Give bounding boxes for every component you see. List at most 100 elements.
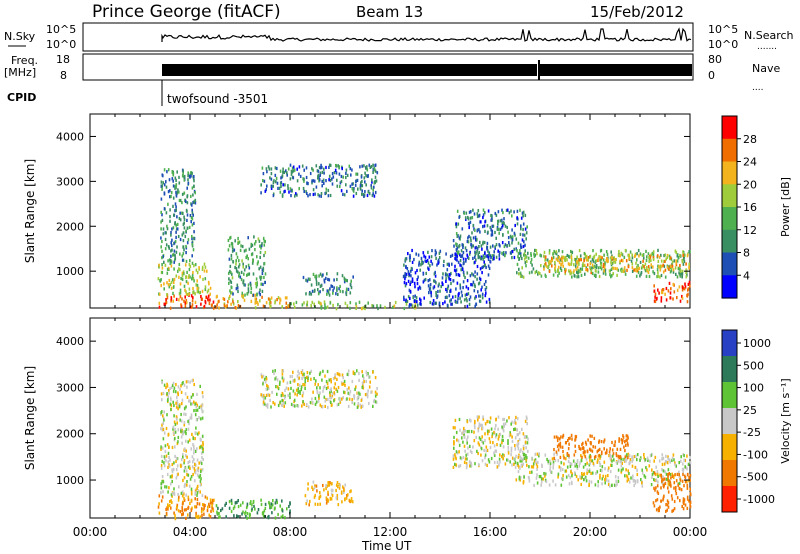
data-cell <box>196 458 199 462</box>
data-cell <box>350 286 353 290</box>
data-cell <box>182 231 185 235</box>
data-cell <box>274 377 276 381</box>
data-cell <box>207 294 210 298</box>
data-cell <box>572 459 575 463</box>
data-cell <box>227 248 230 252</box>
data-cell <box>406 299 409 303</box>
data-cell <box>575 267 577 271</box>
data-cell <box>355 302 357 306</box>
data-cell <box>183 221 185 225</box>
data-cell <box>365 174 367 178</box>
data-cell <box>565 268 567 272</box>
data-cell <box>207 505 209 509</box>
data-cell <box>474 426 476 430</box>
data-cell <box>654 472 657 476</box>
data-cell <box>434 279 436 283</box>
data-cell <box>522 457 524 461</box>
freq-label-1: Freq. <box>11 54 38 67</box>
data-cell <box>680 488 683 492</box>
data-cell <box>411 277 414 281</box>
data-cell <box>365 183 367 187</box>
data-cell <box>624 272 627 276</box>
data-cell <box>292 404 294 408</box>
data-cell <box>312 272 315 276</box>
data-cell <box>491 254 494 258</box>
data-cell <box>607 479 610 483</box>
data-cell <box>229 294 231 298</box>
data-cell <box>306 300 309 304</box>
data-cell <box>688 280 691 284</box>
data-cell <box>173 487 175 491</box>
colorbar-tick-label: 1000 <box>743 337 771 350</box>
data-cell <box>173 414 175 418</box>
data-cell <box>662 263 664 267</box>
data-cell <box>259 293 261 297</box>
data-cell <box>180 491 183 495</box>
data-cell <box>544 262 547 266</box>
data-cell <box>181 494 184 498</box>
data-cell <box>624 449 626 453</box>
data-cell <box>646 255 648 259</box>
data-cell <box>289 187 292 191</box>
data-cell <box>189 466 191 470</box>
data-cell <box>284 189 286 193</box>
data-cell <box>160 236 162 240</box>
data-cell <box>484 456 486 460</box>
data-cell <box>277 296 280 300</box>
data-cell <box>449 278 452 282</box>
data-cell <box>188 438 191 442</box>
data-cell <box>345 168 348 172</box>
data-cell <box>166 382 168 386</box>
data-cell <box>188 464 191 469</box>
data-cell <box>585 266 588 270</box>
data-cell <box>505 208 508 212</box>
data-cell <box>325 191 327 195</box>
data-cell <box>579 257 582 262</box>
data-cell <box>514 421 517 425</box>
data-cell <box>282 167 284 171</box>
data-cell <box>562 450 564 454</box>
data-cell <box>337 303 339 307</box>
data-cell <box>337 164 339 168</box>
data-cell <box>270 184 273 188</box>
data-cell <box>196 392 198 396</box>
data-cell <box>238 271 241 275</box>
data-cell <box>519 459 521 463</box>
data-cell <box>479 230 481 234</box>
data-cell <box>229 264 232 268</box>
data-cell <box>425 259 428 263</box>
data-cell <box>474 260 476 264</box>
data-cell <box>330 396 333 400</box>
data-cell <box>513 247 515 251</box>
data-cell <box>251 503 253 507</box>
data-cell <box>661 468 663 472</box>
data-cell <box>181 398 184 402</box>
colorbar-segment <box>722 116 737 140</box>
data-cell <box>170 241 172 245</box>
data-cell <box>486 429 489 433</box>
data-cell <box>313 377 315 381</box>
data-cell <box>343 390 345 394</box>
data-cell <box>319 386 321 390</box>
data-cell <box>187 505 190 509</box>
data-cell <box>185 229 187 233</box>
data-cell <box>235 269 238 273</box>
data-cell <box>311 397 313 401</box>
data-cell <box>584 272 586 276</box>
data-cell <box>468 225 470 230</box>
data-cell <box>266 184 268 188</box>
data-cell <box>621 267 623 271</box>
data-cell <box>174 422 177 427</box>
data-cell <box>660 473 662 477</box>
data-cell <box>170 264 173 268</box>
data-cell <box>514 436 517 440</box>
data-cell <box>488 252 490 257</box>
data-cell <box>462 455 465 460</box>
data-cell <box>591 271 594 276</box>
data-cell <box>259 250 262 255</box>
data-cell <box>443 259 445 263</box>
data-cell <box>659 268 662 272</box>
data-cell <box>497 219 500 223</box>
data-cell <box>487 264 490 268</box>
data-cell <box>592 445 594 449</box>
